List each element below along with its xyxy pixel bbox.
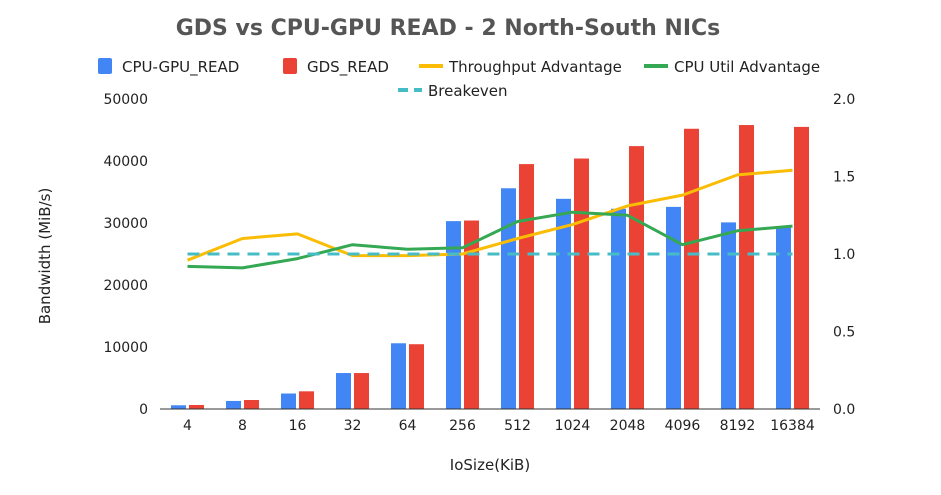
bar-gds-read	[189, 404, 204, 409]
x-axis-label: IoSize(KiB)	[450, 456, 530, 474]
legend-label: GDS_READ	[307, 58, 389, 77]
y-right-tick-label: 2.0	[833, 92, 855, 108]
legend-label: CPU Util Advantage	[674, 58, 820, 76]
bar-gds-read	[299, 391, 314, 409]
legend-item-cpu-gpu-read: CPU-GPU_READ	[98, 58, 239, 77]
y-left-tick-label: 50000	[103, 92, 148, 108]
y-axis-label: Bandwidth (MiB/s)	[36, 188, 54, 325]
x-tick-label: 4	[183, 418, 192, 434]
line-series-group	[186, 168, 793, 270]
x-tick-label: 1024	[555, 418, 591, 434]
y-right-tick-label: 0.5	[833, 325, 855, 341]
x-axis: 4 8 16 32 64 256 512 1024 2048 4096 8192 16384	[183, 418, 815, 434]
y-axis-left: 0 10000 20000 30000 40000 50000	[103, 92, 148, 418]
bar-cpu-gpu-read	[721, 222, 736, 409]
x-tick-label: 16384	[770, 418, 815, 434]
y-right-tick-label: 0.0	[833, 402, 855, 418]
line-cpu-util-advantage	[187, 210, 793, 270]
bar-gds-read	[244, 400, 259, 409]
bar-gds-read	[794, 126, 809, 410]
legend-item-breakeven: Breakeven	[398, 82, 508, 100]
bar-cpu-gpu-read	[226, 400, 241, 409]
bar-cpu-gpu-read	[171, 405, 186, 409]
legend-item-cpu-util-advantage: CPU Util Advantage	[644, 58, 820, 76]
bar-gds-read	[574, 158, 589, 409]
legend-label: Throughput Advantage	[448, 58, 622, 76]
x-tick-label: 32	[344, 418, 362, 434]
bar-cpu-gpu-read	[336, 373, 351, 409]
legend-label: CPU-GPU_READ	[122, 58, 239, 77]
bar-gds-read	[739, 125, 754, 409]
x-tick-label: 16	[289, 418, 307, 434]
y-right-tick-label: 1.5	[833, 170, 855, 186]
legend-item-throughput-advantage: Throughput Advantage	[419, 58, 622, 76]
x-tick-label: 512	[504, 418, 531, 434]
bar-gds-read	[629, 146, 644, 409]
chart-title: GDS vs CPU-GPU READ - 2 North-South NICs	[176, 16, 721, 41]
bar-cpu-gpu-read	[611, 208, 626, 409]
legend-label: Breakeven	[428, 82, 508, 100]
bar-cpu-gpu-read	[556, 198, 571, 409]
y-left-tick-label: 30000	[103, 216, 148, 232]
x-tick-label: 256	[449, 418, 476, 434]
legend-swatch	[283, 58, 297, 74]
legend: CPU-GPU_READ GDS_READ Throughput Advantage…	[98, 58, 820, 100]
bar-cpu-gpu-read	[501, 188, 516, 409]
y-left-tick-label: 40000	[103, 154, 148, 170]
bar-cpu-gpu-read	[391, 343, 406, 409]
bar-cpu-gpu-read	[666, 206, 681, 409]
y-left-tick-label: 20000	[103, 278, 148, 294]
bar-cpu-gpu-read	[776, 226, 791, 409]
bar-gds-read	[464, 220, 479, 409]
legend-item-gds-read: GDS_READ	[283, 58, 389, 77]
bar-gds-read	[684, 128, 699, 409]
bar-gds-read	[409, 344, 424, 409]
bar-series-group	[171, 125, 809, 410]
legend-swatch	[98, 58, 112, 74]
x-tick-label: 64	[399, 418, 417, 434]
bar-gds-read	[519, 164, 534, 409]
bar-gds-read	[354, 373, 369, 409]
x-tick-label: 8192	[720, 418, 756, 434]
y-right-tick-label: 1.0	[833, 247, 855, 263]
line-throughput-advantage	[186, 168, 793, 262]
y-left-tick-label: 0	[139, 402, 148, 418]
bar-cpu-gpu-read	[281, 393, 296, 409]
x-tick-label: 8	[238, 418, 247, 434]
x-tick-label: 4096	[665, 418, 701, 434]
x-tick-label: 2048	[610, 418, 646, 434]
bar-cpu-gpu-read	[446, 221, 461, 409]
y-axis-right: 0.0 0.5 1.0 1.5 2.0	[833, 92, 855, 418]
y-left-tick-label: 10000	[103, 340, 148, 356]
